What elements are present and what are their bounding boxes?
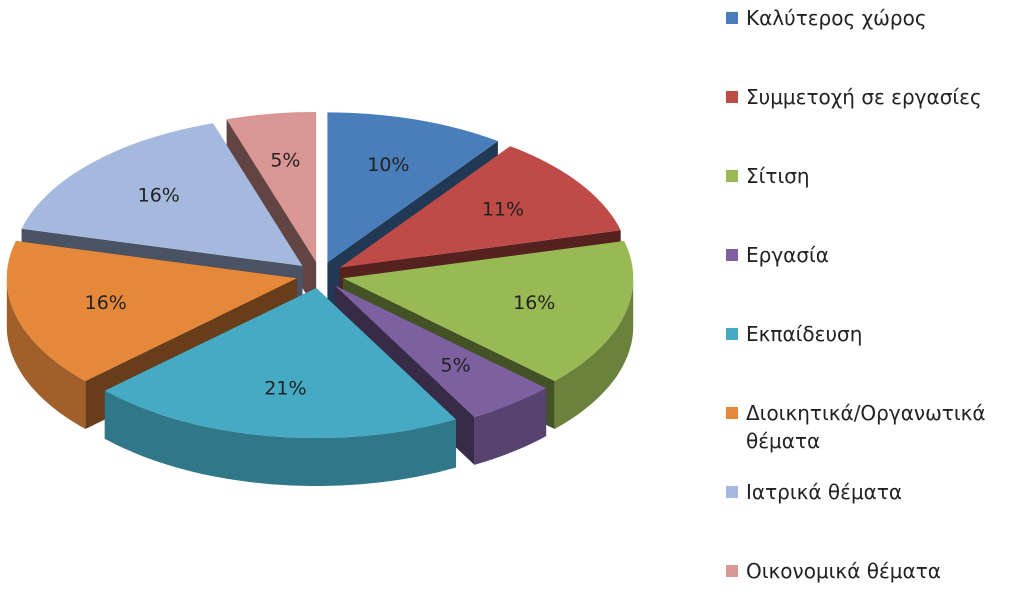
legend-label: Οικονομικά θέματα <box>746 559 941 583</box>
slice: 21% <box>104 288 457 486</box>
slice <box>6 241 297 381</box>
legend-item: Συμμετοχή σε εργασίες <box>726 83 1018 111</box>
slice <box>339 146 621 268</box>
data-label: 11% <box>482 199 524 221</box>
slice-wall <box>6 278 86 429</box>
legend-swatch <box>726 12 738 24</box>
legend-swatch <box>726 170 738 182</box>
legend-label: Εργασία <box>746 243 829 267</box>
slice-wall <box>554 278 634 429</box>
legend-item: Καλύτερος χώρος <box>726 4 1018 32</box>
data-label: 16% <box>513 292 555 314</box>
legend-item: Διοικητικά/Οργανωτικά θέματα <box>726 399 1018 455</box>
legend-label: Εκπαίδευση <box>746 322 863 346</box>
slice <box>343 241 634 381</box>
legend-item: Εκπαίδευση <box>726 320 1018 348</box>
legend-swatch <box>726 486 738 498</box>
slice <box>104 288 457 438</box>
legend-item: Οικονομικά θέματα <box>726 557 1018 585</box>
legend-swatch <box>726 407 738 419</box>
legend-label: Ιατρικά θέματα <box>746 480 903 504</box>
chart: 5% 10% 16% 11% 16% 16% 5% 21% <box>6 112 634 486</box>
data-label: 5% <box>440 355 470 377</box>
legend-label: Καλύτερος χώρος <box>746 6 927 30</box>
slice <box>327 112 498 263</box>
slice-wall <box>474 388 547 465</box>
legend-label: Διοικητικά/Οργανωτικά θέματα <box>746 401 986 453</box>
legend-label: Σίτιση <box>746 164 810 188</box>
data-label: 16% <box>85 292 127 314</box>
legend-item: Σίτιση <box>726 162 1018 190</box>
data-label: 5% <box>270 150 300 172</box>
slice <box>334 285 547 417</box>
legend-label: Συμμετοχή σε εργασίες <box>746 85 982 109</box>
slice-wall <box>104 390 457 486</box>
data-label: 10% <box>367 154 409 176</box>
legend-swatch <box>726 328 738 340</box>
legend-item: Εργασία <box>726 241 1018 269</box>
slice <box>21 123 303 266</box>
data-label: 21% <box>264 377 306 399</box>
legend-swatch <box>726 249 738 261</box>
slice <box>226 112 317 262</box>
legend-item: Ιατρικά θέματα <box>726 478 1018 506</box>
legend-swatch <box>726 91 738 103</box>
data-label: 16% <box>138 185 180 207</box>
legend-swatch <box>726 565 738 577</box>
